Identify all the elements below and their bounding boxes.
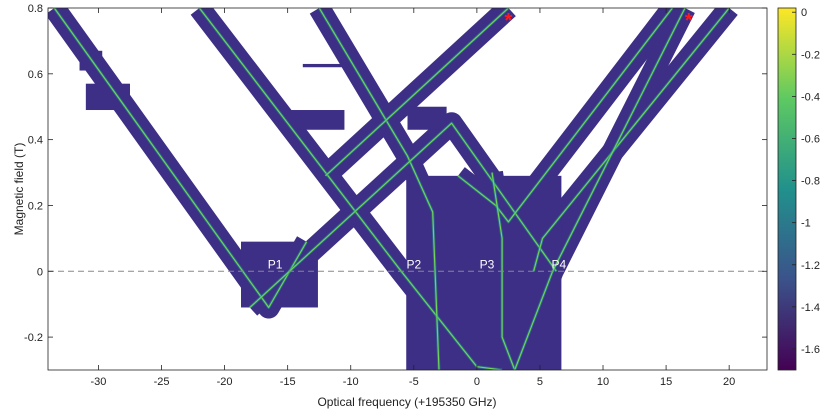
scan-region-3 [407,106,447,130]
series-line-7 [533,8,730,272]
star-marker-1: * [505,10,513,32]
x-tick-label: -20 [217,376,233,388]
colorbar-tick-label: -1 [801,218,811,230]
peak-label-1: P1 [268,257,283,271]
x-tick-label: -10 [343,376,359,388]
y-tick-label: 0 [37,266,43,278]
x-tick-label: 15 [660,376,672,388]
x-tick-label: 20 [723,376,735,388]
colorbar-tick-label: -1.6 [801,344,820,356]
colorbar-tick-label: -1.4 [801,302,820,314]
y-tick-label: 0.6 [28,69,43,81]
x-tick-label: 5 [537,376,543,388]
colorbar-tick-label: -0.8 [801,176,820,188]
x-tick-label: -5 [409,376,419,388]
axes-frame [47,7,768,371]
series-line-6 [491,172,516,370]
star-marker-2: * [685,10,693,32]
series-line-2 [318,8,440,370]
y-tick-label: 0.2 [28,200,43,212]
x-tick-label: 0 [474,376,480,388]
colorbar: 0 -0.2 -0.4 -0.6 -0.8 -1 -1.2 -1.4 -1.6 [777,7,820,371]
x-tick-label: -25 [154,376,170,388]
x-axis-label: Optical frequency (+195350 GHz) [317,395,496,409]
peak-label-2: P2 [406,257,421,271]
colorbar-gradient [777,7,797,371]
x-tick-label: 10 [597,376,609,388]
y-tick-label: 0.4 [28,135,43,147]
colorbar-tick-label: -1.2 [801,260,820,272]
y-axis-label: Magnetic field (T) [12,143,26,236]
axes-box [47,7,768,371]
y-axis-ticks: -0.2 0 0.2 0.4 0.6 0.8 [24,3,767,344]
colorbar-tick-label: -0.2 [801,49,820,61]
x-tick-label: -15 [280,376,296,388]
y-tick-label: 0.8 [28,3,43,15]
colorbar-tick-label: 0 [801,7,807,19]
x-tick-label: -30 [91,376,107,388]
colorbar-tick-label: -0.4 [801,91,820,103]
peak-label-3: P3 [480,257,495,271]
series-line-4 [325,8,509,177]
series-line-1 [198,8,503,370]
peak-label-4: P4 [552,257,567,271]
x-axis-ticks: -30 -25 -20 -15 -10 -5 0 5 10 15 20 [91,8,735,388]
colorbar-tick-label: -0.6 [801,133,820,145]
plot-area: P1 P2 P3 P4 * * [48,8,767,370]
series-line-5 [457,8,673,223]
scan-region-2 [278,110,345,130]
series-line-3 [249,122,557,308]
y-tick-label: -0.2 [24,332,43,344]
scan-region-0 [240,241,318,308]
scan-region-4 [302,63,342,68]
series-line-0 [53,8,308,309]
